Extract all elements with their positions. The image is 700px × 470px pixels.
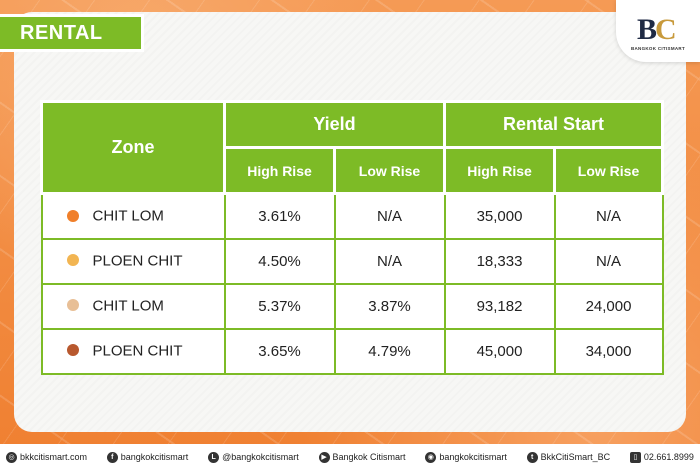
- footer-contact-bar: ◎ bkkcitismart.com f bangkokcitismart L @bang…: [0, 444, 700, 470]
- yield-high-rise-value: 5.37%: [223, 282, 336, 330]
- table-row: PLOEN CHIT 3.65% 4.79% 45,000 34,000: [40, 327, 664, 375]
- footer-link-text: bangkokcitismart: [439, 452, 507, 462]
- facebook-icon: f: [106, 451, 118, 463]
- zone-name: CHIT LOM: [92, 208, 164, 226]
- zone-name: PLOEN CHIT: [92, 252, 183, 270]
- footer-link-globe[interactable]: ◎ bkkcitismart.com: [6, 451, 88, 463]
- rent-high-rise-value: 18,333: [443, 237, 556, 285]
- rent-high-rise-header: High Rise: [443, 146, 557, 195]
- table-row: PLOEN CHIT 4.50% N/A 18,333 N/A: [40, 237, 664, 285]
- yield-low-rise-value: 4.79%: [333, 327, 446, 375]
- zone-cell: PLOEN CHIT: [40, 327, 226, 375]
- page-title: RENTAL: [20, 21, 103, 44]
- rent-high-rise-value: 93,182: [443, 282, 556, 330]
- youtube-icon: ▶: [318, 451, 330, 463]
- yield-high-rise-value: 3.61%: [223, 192, 336, 240]
- zone-color-dot: [66, 254, 79, 267]
- footer-link-text: @bangkokcitismart: [222, 452, 299, 462]
- table-row: CHIT LOM 5.37% 3.87% 93,182 24,000: [40, 282, 664, 330]
- zone-color-dot: [66, 299, 79, 312]
- table-row: CHIT LOM 3.61% N/A 35,000 N/A: [40, 192, 664, 240]
- zone-color-dot: [66, 209, 79, 222]
- footer-link-text: bkkcitismart.com: [20, 452, 88, 462]
- yield-low-rise-header: Low Rise: [332, 146, 447, 195]
- footer-link-instagram[interactable]: ◉ bangkokcitismart: [425, 451, 507, 463]
- rent-high-rise-value: 45,000: [443, 327, 556, 375]
- footer-link-line[interactable]: L @bangkokcitismart: [208, 451, 299, 463]
- footer-link-phone[interactable]: ▯ 02.661.8999: [629, 451, 694, 463]
- twitter-icon: t: [526, 451, 538, 463]
- yield-header: Yield: [222, 100, 447, 149]
- rental-start-header: Rental Start: [443, 100, 665, 149]
- rent-high-rise-value: 35,000: [443, 192, 556, 240]
- zone-cell: CHIT LOM: [40, 282, 226, 330]
- rent-low-rise-value: 24,000: [553, 282, 664, 330]
- footer-link-text: BkkCitiSmart_BC: [540, 452, 611, 462]
- zone-name: CHIT LOM: [92, 297, 164, 315]
- zone-cell: PLOEN CHIT: [40, 237, 226, 285]
- zone-header: Zone: [40, 100, 226, 195]
- footer-link-youtube[interactable]: ▶ Bangkok Citismart: [318, 451, 406, 463]
- footer-link-facebook[interactable]: f bangkokcitismart: [106, 451, 189, 463]
- line-icon: L: [208, 451, 220, 463]
- rental-table: Zone Yield Rental Start High Rise Low Ri…: [40, 100, 665, 375]
- page-title-tab: RENTAL: [0, 14, 144, 52]
- rent-low-rise-value: 34,000: [553, 327, 664, 375]
- yield-high-rise-header: High Rise: [223, 146, 336, 195]
- yield-high-rise-value: 4.50%: [223, 237, 336, 285]
- yield-high-rise-value: 3.65%: [223, 327, 336, 375]
- logo-caption: BANGKOK CITISMART: [630, 46, 686, 51]
- footer-link-twitter[interactable]: t BkkCitiSmart_BC: [526, 451, 611, 463]
- svg-text:C: C: [655, 13, 677, 45]
- bc-logo-icon: B C: [637, 13, 677, 45]
- footer-link-text: Bangkok Citismart: [332, 452, 406, 462]
- zone-cell: CHIT LOM: [40, 192, 226, 240]
- rent-low-rise-value: N/A: [553, 237, 664, 285]
- yield-low-rise-value: N/A: [333, 237, 446, 285]
- zone-name: PLOEN CHIT: [92, 342, 183, 360]
- zone-color-dot: [66, 344, 79, 357]
- rent-low-rise-header: Low Rise: [553, 146, 665, 195]
- svg-text:B: B: [637, 13, 657, 45]
- footer-link-text: bangkokcitismart: [120, 452, 189, 462]
- globe-icon: ◎: [6, 451, 17, 463]
- brand-logo: B C BANGKOK CITISMART: [616, 0, 700, 62]
- yield-low-rise-value: N/A: [333, 192, 446, 240]
- footer-link-text: 02.661.8999: [643, 452, 694, 462]
- phone-icon: ▯: [629, 451, 641, 463]
- yield-low-rise-value: 3.87%: [333, 282, 446, 330]
- instagram-icon: ◉: [425, 451, 437, 463]
- rent-low-rise-value: N/A: [553, 192, 664, 240]
